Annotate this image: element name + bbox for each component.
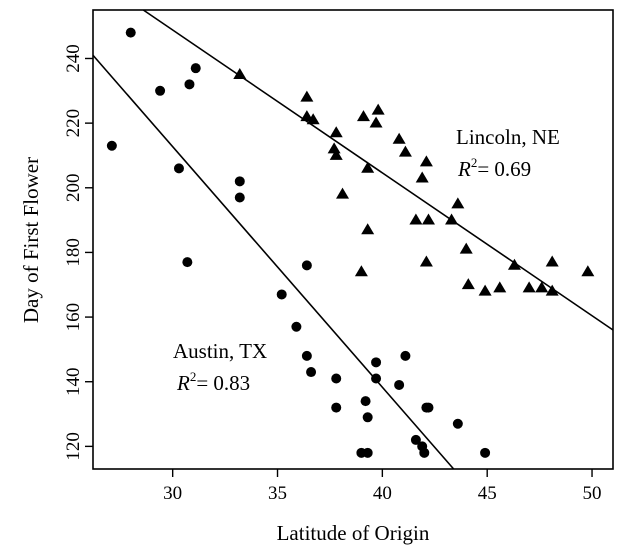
lincoln-data-point: [522, 281, 536, 293]
austin-data-point: [419, 447, 430, 458]
austin-data-point: [190, 63, 201, 74]
lincoln-data-point: [535, 281, 549, 293]
x-tick-label: 30: [163, 483, 182, 504]
austin-data-point: [452, 418, 463, 429]
lincoln-data-point: [459, 242, 473, 254]
x-tick-label: 40: [373, 483, 392, 504]
austin-data-point: [362, 412, 373, 423]
y-tick-label: 140: [63, 367, 84, 396]
lincoln-data-point: [507, 258, 521, 270]
x-tick-label: 50: [583, 483, 602, 504]
austin-data-point: [400, 350, 411, 361]
austin-r2: R2= 0.83: [176, 369, 250, 395]
lincoln-data-point: [545, 284, 559, 296]
lincoln-data-point: [233, 68, 247, 80]
austin-data-point: [301, 260, 312, 271]
lincoln-label: Lincoln, NE: [456, 125, 560, 149]
lincoln-data-point: [398, 145, 412, 157]
lincoln-data-point: [461, 278, 475, 290]
lincoln-data-point: [392, 132, 406, 144]
y-tick-label: 160: [63, 303, 84, 332]
austin-data-point: [234, 192, 245, 203]
lincoln-data-point: [478, 284, 492, 296]
data-points: [106, 27, 595, 458]
lincoln-data-point: [329, 126, 343, 138]
lincoln-data-point: [361, 161, 375, 173]
lincoln-data-point: [336, 187, 350, 199]
r2-symbol: R: [457, 157, 471, 181]
y-tick-label: 180: [63, 238, 84, 266]
y-tick-label: 240: [63, 44, 84, 73]
lincoln-data-point: [545, 255, 559, 267]
austin-data-point: [234, 176, 245, 187]
plot-frame: [92, 9, 614, 470]
austin-data-point: [331, 373, 342, 384]
y-tick-label: 120: [63, 432, 84, 461]
lincoln-data-point: [419, 255, 433, 267]
austin-fit-line: [92, 54, 455, 470]
austin-data-point: [360, 396, 371, 407]
austin-label: Austin, TX: [173, 339, 267, 363]
lincoln-data-point: [415, 171, 429, 183]
austin-data-point: [371, 357, 382, 368]
austin-data-point: [331, 402, 342, 413]
austin-data-point: [362, 447, 373, 458]
lincoln-data-point: [409, 213, 423, 225]
lincoln-data-point: [361, 223, 375, 235]
lincoln-data-point: [354, 265, 368, 277]
lincoln-data-point: [451, 197, 465, 209]
y-tick-label: 200: [63, 174, 84, 203]
lincoln-data-point: [329, 148, 343, 160]
lincoln-data-point: [419, 155, 433, 167]
austin-data-point: [306, 367, 317, 378]
lincoln-data-point: [493, 281, 507, 293]
austin-data-point: [155, 85, 166, 96]
austin-data-point: [371, 373, 382, 384]
regression-lines: [92, 9, 614, 470]
austin-data-point: [106, 140, 117, 151]
lincoln-data-point: [306, 113, 320, 125]
axis-ticks: 30 35 40 45 50 120 140 160 180 200 220 240: [63, 44, 602, 504]
austin-data-point: [394, 379, 405, 390]
x-axis-title: Latitude of Origin: [277, 521, 430, 545]
austin-data-point: [182, 257, 193, 268]
r2-exponent: 2: [190, 369, 197, 384]
lincoln-data-point: [300, 110, 314, 122]
x-tick-label: 35: [268, 483, 287, 504]
austin-data-point: [125, 27, 136, 38]
lincoln-fit-line: [142, 9, 614, 331]
lincoln-data-point: [327, 142, 341, 154]
lincoln-data-point: [581, 265, 595, 277]
austin-data-point: [423, 402, 434, 413]
lincoln-data-point: [369, 116, 383, 128]
austin-data-point: [291, 321, 302, 332]
r2-symbol: R: [176, 371, 190, 395]
austin-data-point: [410, 434, 421, 445]
y-axis-title: Day of First Flower: [19, 157, 43, 323]
lincoln-data-point: [371, 103, 385, 115]
lincoln-data-point: [421, 213, 435, 225]
austin-data-point: [480, 447, 491, 458]
lincoln-data-point: [300, 90, 314, 102]
y-tick-label: 220: [63, 109, 84, 138]
austin-data-point: [173, 163, 184, 174]
r2-exponent: 2: [471, 155, 478, 170]
r2-value: = 0.83: [196, 371, 250, 395]
austin-data-point: [184, 79, 195, 90]
lincoln-data-point: [356, 110, 370, 122]
lincoln-data-point: [445, 213, 459, 225]
x-tick-label: 45: [478, 483, 497, 504]
austin-data-point: [276, 289, 287, 300]
r2-value: = 0.69: [477, 157, 531, 181]
lincoln-r2: R2= 0.69: [457, 155, 531, 181]
austin-data-point: [301, 350, 312, 361]
